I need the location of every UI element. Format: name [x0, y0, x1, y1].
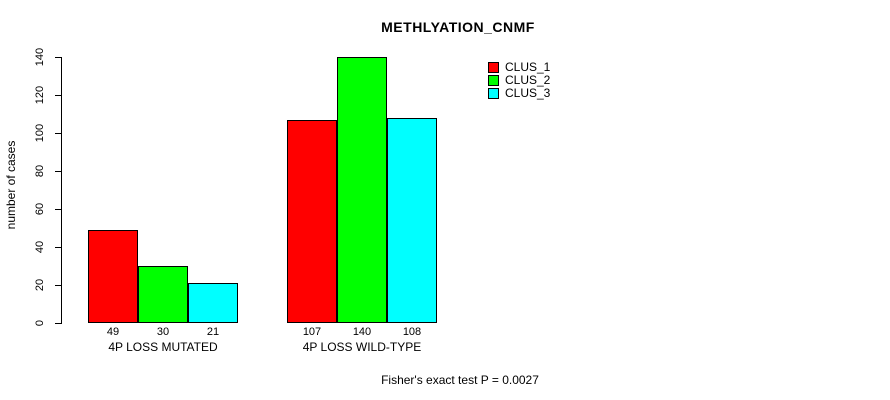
legend-item-clus-1: CLUS_1	[488, 61, 550, 74]
y-tick-label-140: 140	[34, 47, 46, 67]
y-tick-label-80: 80	[34, 164, 46, 178]
bar-value-clus-2-4p-loss-wild-type: 140	[352, 326, 372, 338]
y-tick-label-20: 20	[34, 278, 46, 292]
bar-clus-1-4p-loss-mutated	[88, 230, 138, 323]
y-tick-0	[55, 323, 62, 324]
annotation-text: Fisher's exact test P = 0.0027	[381, 373, 539, 387]
category-label-4p-loss-wild-type: 4P LOSS WILD-TYPE	[302, 340, 422, 354]
legend: CLUS_1 CLUS_2 CLUS_3	[488, 61, 550, 100]
y-axis-label: number of cases	[4, 140, 18, 230]
y-tick-20	[55, 285, 62, 286]
y-tick-80	[55, 171, 62, 172]
y-tick-label-60: 60	[34, 202, 46, 216]
chart-title: METHLYATION_CNMF	[381, 19, 535, 35]
y-tick-label-0: 0	[34, 319, 46, 327]
y-tick-label-100: 100	[34, 123, 46, 143]
legend-swatch-clus-2	[488, 75, 499, 86]
y-tick-100	[55, 133, 62, 134]
legend-swatch-clus-3	[488, 88, 499, 99]
legend-item-clus-3: CLUS_3	[488, 87, 550, 100]
y-tick-120	[55, 95, 62, 96]
bar-clus-3-4p-loss-mutated	[188, 283, 238, 323]
legend-label-clus-1: CLUS_1	[505, 60, 551, 74]
y-axis-line	[61, 57, 62, 324]
y-tick-40	[55, 247, 62, 248]
bar-value-clus-1-4p-loss-wild-type: 107	[302, 326, 322, 338]
category-label-4p-loss-mutated: 4P LOSS MUTATED	[108, 340, 218, 354]
y-tick-60	[55, 209, 62, 210]
bar-value-clus-3-4p-loss-wild-type: 108	[402, 326, 422, 338]
legend-label-clus-2: CLUS_2	[505, 73, 551, 87]
bar-value-clus-2-4p-loss-mutated: 30	[156, 326, 170, 338]
bar-clus-2-4p-loss-mutated	[138, 266, 188, 323]
bar-value-clus-3-4p-loss-mutated: 21	[206, 326, 220, 338]
y-tick-label-120: 120	[34, 85, 46, 105]
legend-label-clus-3: CLUS_3	[505, 86, 551, 100]
y-tick-140	[55, 57, 62, 58]
legend-item-clus-2: CLUS_2	[488, 74, 550, 87]
bar-clus-2-4p-loss-wild-type	[337, 57, 387, 323]
bar-clus-1-4p-loss-wild-type	[287, 120, 337, 323]
legend-swatch-clus-1	[488, 62, 499, 73]
y-tick-label-40: 40	[34, 240, 46, 254]
bar-value-clus-1-4p-loss-mutated: 49	[106, 326, 120, 338]
bar-clus-3-4p-loss-wild-type	[387, 118, 437, 323]
